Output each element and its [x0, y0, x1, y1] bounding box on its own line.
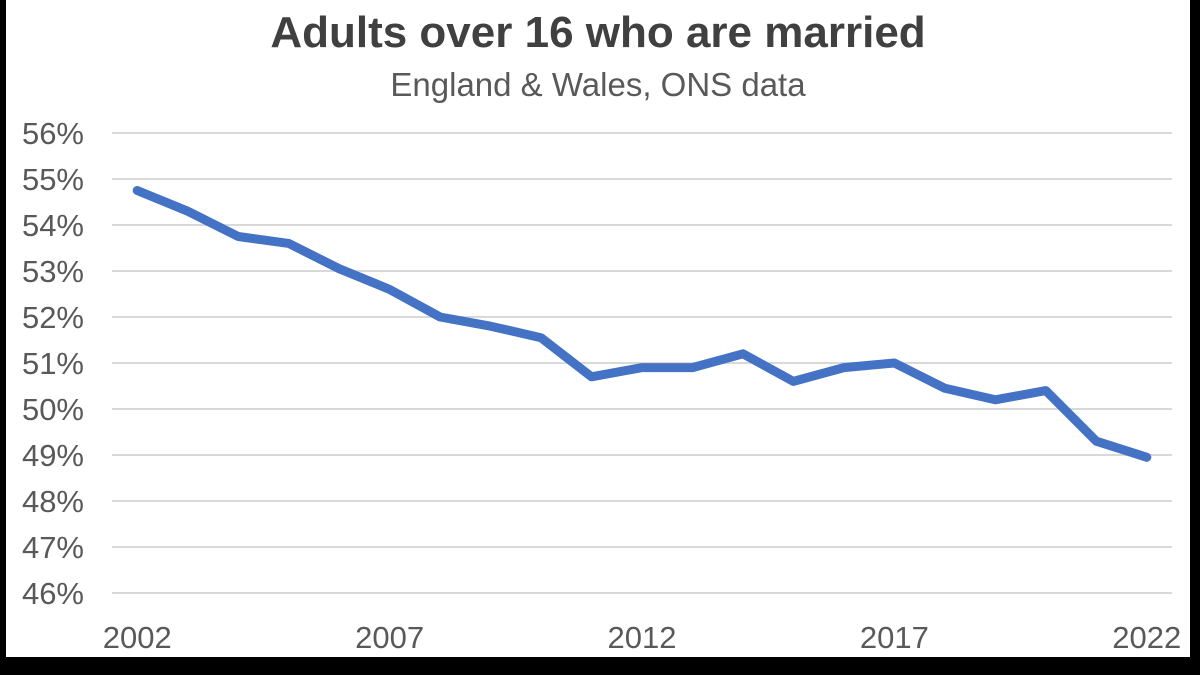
- chart-area: Adults over 16 who are married England &…: [6, 0, 1190, 657]
- chart-title: Adults over 16 who are married: [270, 8, 926, 57]
- chart-subtitle: England & Wales, ONS data: [390, 66, 806, 103]
